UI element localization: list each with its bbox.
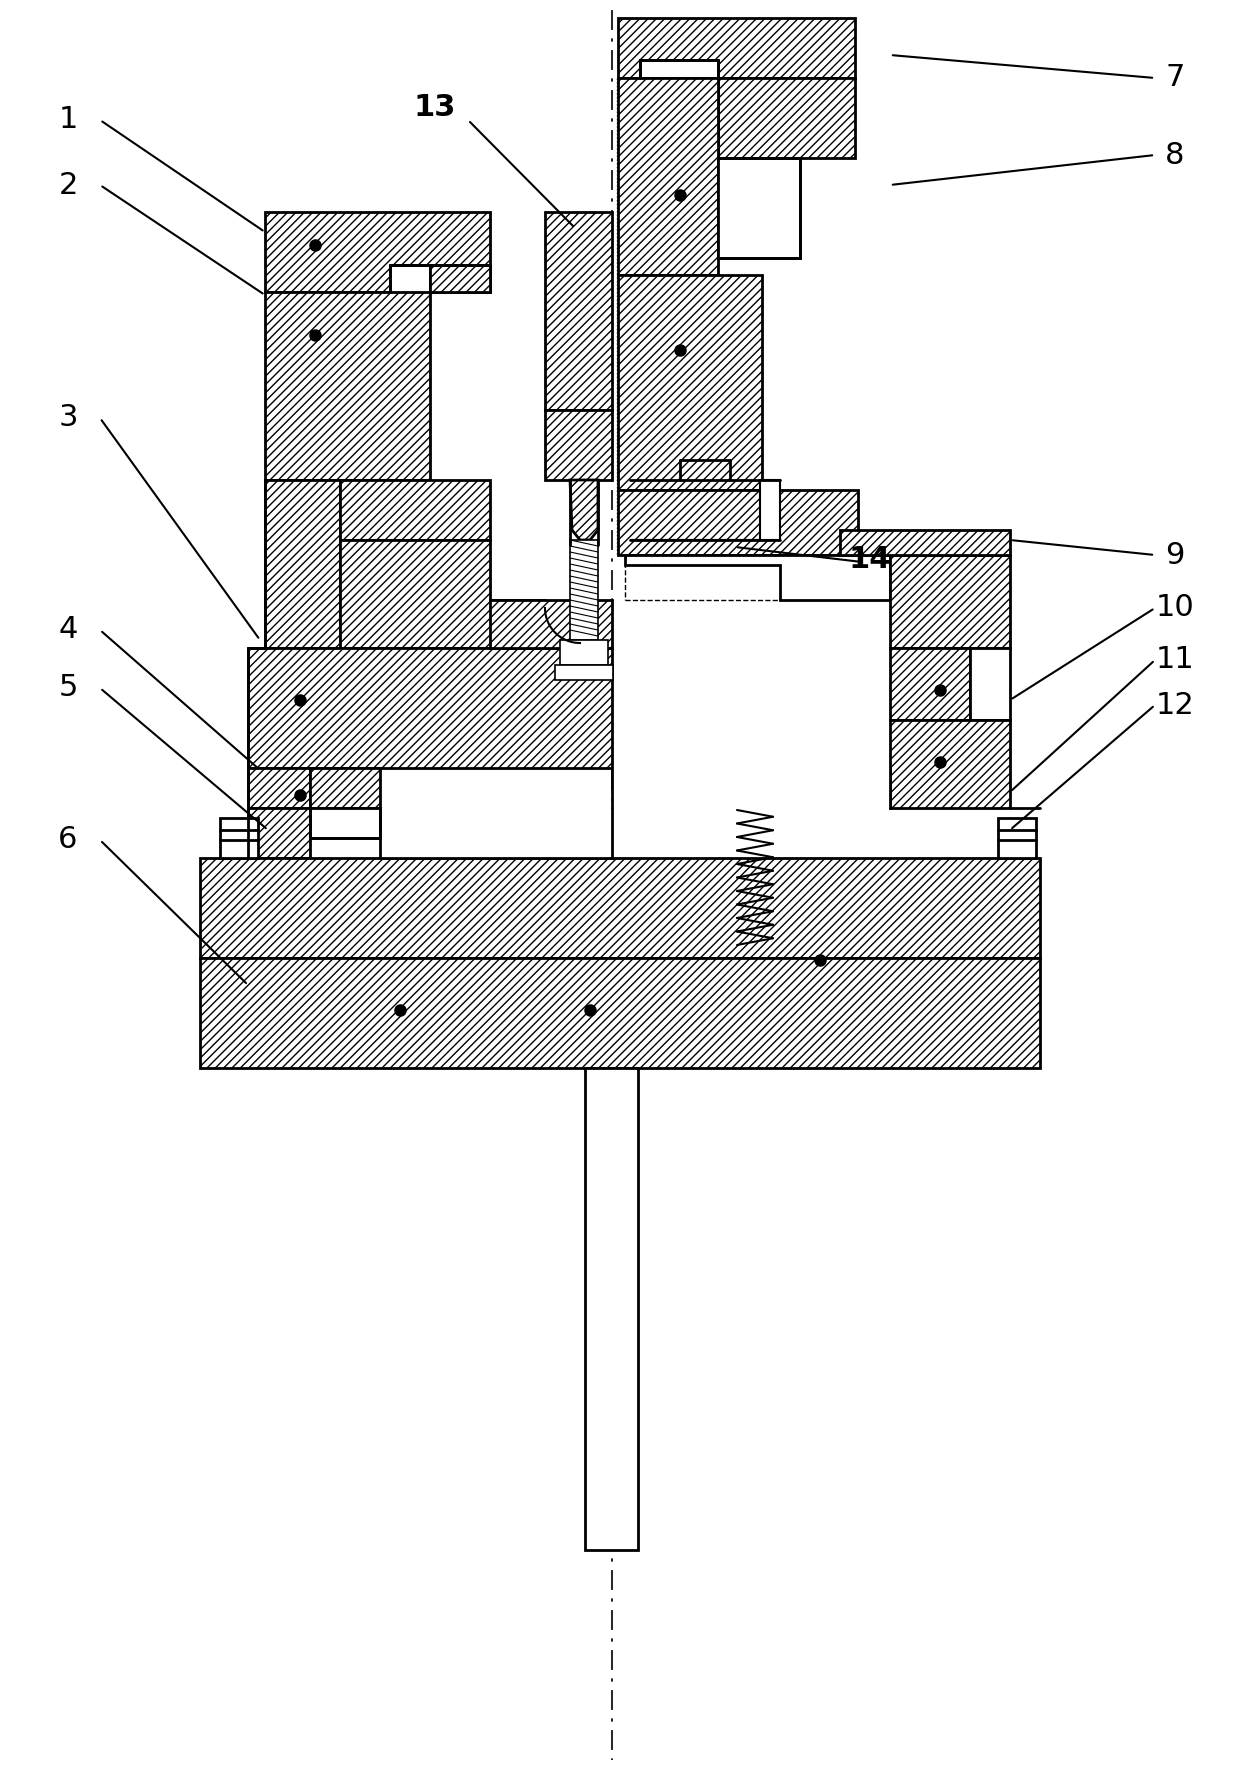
Polygon shape	[265, 212, 490, 292]
Polygon shape	[970, 649, 1011, 720]
Text: 14: 14	[848, 546, 892, 575]
Polygon shape	[585, 1068, 639, 1551]
Polygon shape	[310, 767, 379, 808]
Polygon shape	[890, 720, 1011, 808]
Polygon shape	[200, 857, 1040, 958]
Polygon shape	[618, 60, 718, 78]
Polygon shape	[618, 78, 718, 276]
Polygon shape	[718, 157, 800, 258]
Polygon shape	[265, 479, 340, 649]
Text: 12: 12	[1156, 691, 1194, 720]
Text: 7: 7	[1166, 64, 1184, 92]
Polygon shape	[618, 490, 858, 555]
Text: 4: 4	[58, 615, 78, 645]
Polygon shape	[200, 958, 1040, 1068]
Polygon shape	[839, 530, 1011, 555]
Polygon shape	[560, 640, 608, 665]
Polygon shape	[570, 479, 598, 539]
Text: 3: 3	[58, 403, 78, 433]
Text: 13: 13	[414, 94, 456, 122]
Text: 9: 9	[1166, 541, 1184, 569]
Text: 2: 2	[58, 170, 78, 200]
Polygon shape	[490, 599, 613, 649]
Polygon shape	[340, 539, 546, 649]
Polygon shape	[618, 276, 763, 490]
Text: 1: 1	[58, 106, 78, 134]
Polygon shape	[219, 819, 258, 857]
Polygon shape	[718, 78, 856, 157]
Text: 5: 5	[58, 674, 78, 702]
Polygon shape	[613, 767, 890, 808]
Polygon shape	[379, 808, 613, 857]
Polygon shape	[998, 819, 1035, 857]
Text: 11: 11	[1156, 645, 1194, 675]
Polygon shape	[618, 18, 856, 78]
Polygon shape	[340, 479, 490, 539]
Polygon shape	[546, 212, 613, 410]
Polygon shape	[570, 539, 598, 640]
Polygon shape	[890, 649, 970, 720]
Polygon shape	[556, 665, 613, 681]
Polygon shape	[248, 767, 310, 808]
Polygon shape	[265, 292, 430, 479]
Polygon shape	[391, 265, 490, 292]
Polygon shape	[625, 555, 890, 599]
Polygon shape	[546, 410, 613, 479]
Text: 6: 6	[58, 826, 78, 854]
Polygon shape	[248, 649, 613, 767]
Text: 8: 8	[1166, 140, 1184, 170]
Polygon shape	[248, 808, 310, 857]
Text: 10: 10	[1156, 594, 1194, 622]
Polygon shape	[630, 479, 780, 539]
Polygon shape	[890, 555, 1011, 649]
Polygon shape	[310, 808, 379, 838]
